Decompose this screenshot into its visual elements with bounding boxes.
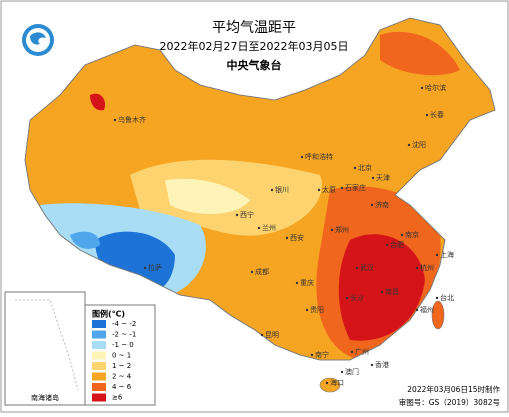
city-label: 西宁 xyxy=(240,210,254,219)
city-dot xyxy=(270,188,274,192)
legend-label: 2 ~ 4 xyxy=(112,373,132,381)
border xyxy=(24,17,496,361)
legend-label: -1 ~ 0 xyxy=(112,341,134,349)
city-label: 贵阳 xyxy=(310,305,324,314)
city-label: 合肥 xyxy=(390,240,404,249)
city-label: 长沙 xyxy=(350,293,364,302)
city-dot xyxy=(380,290,384,294)
logo xyxy=(22,24,54,56)
city-label: 郑州 xyxy=(335,226,349,234)
org: 中央气象台 xyxy=(227,58,282,72)
approval: 审图号：GS（2019）3082号 xyxy=(399,397,500,407)
city-dot xyxy=(350,350,354,354)
city-label: 沈阳 xyxy=(412,140,426,149)
made-time: 2022年03月06日15时制作 xyxy=(407,384,500,394)
city-label: 银川 xyxy=(275,185,289,194)
legend-swatch xyxy=(92,351,106,360)
city-label: 拉萨 xyxy=(148,263,162,272)
city-dot xyxy=(370,363,374,367)
city-dot xyxy=(340,186,344,190)
city-label: 香港 xyxy=(375,360,389,369)
city-label: 兰州 xyxy=(262,223,276,232)
city-label: 海口 xyxy=(330,378,344,387)
city-dot xyxy=(400,233,404,237)
city-label: 台北 xyxy=(440,293,454,302)
legend-swatch xyxy=(92,341,106,349)
city-label: 成都 xyxy=(255,267,269,276)
inset-label: 南海诸岛 xyxy=(31,393,59,402)
city-dot xyxy=(317,188,321,192)
city-label: 澳门 xyxy=(345,367,359,376)
city-dot xyxy=(143,266,147,270)
subtitle: 2022年02月27日至2022年03月05日 xyxy=(160,39,349,53)
city-dot xyxy=(355,266,359,270)
city-dot xyxy=(385,243,389,247)
city-dot xyxy=(353,166,357,170)
city-label: 济南 xyxy=(375,200,389,209)
city-dot xyxy=(425,113,429,117)
city-dot xyxy=(330,228,334,232)
legend-label: 4 ~ 6 xyxy=(112,383,132,391)
legend-label: 1 ~ 2 xyxy=(112,362,131,370)
legend-label: -4 ~ -2 xyxy=(112,320,136,328)
city-dot xyxy=(435,296,439,300)
city-dot xyxy=(257,226,261,230)
city-dot xyxy=(250,270,254,274)
city-dot xyxy=(435,253,439,257)
city-label: 广州 xyxy=(355,347,369,356)
city-dot xyxy=(415,308,419,312)
inset: 南海诸岛 xyxy=(4,291,86,406)
city-label: 呼和浩特 xyxy=(305,152,333,161)
city-dot xyxy=(407,143,411,147)
legend-swatch xyxy=(92,330,106,339)
city-dot xyxy=(340,370,344,374)
city-label: 天津 xyxy=(376,174,390,182)
city-label: 重庆 xyxy=(300,278,314,287)
city-dot xyxy=(345,296,349,300)
legend-title: 图例(℃) xyxy=(92,309,125,319)
city-dot xyxy=(325,381,329,385)
city-dot xyxy=(415,266,419,270)
city-dot xyxy=(300,155,304,159)
hainan xyxy=(319,377,341,393)
legend-swatch xyxy=(92,320,106,328)
city-label: 北京 xyxy=(358,163,372,172)
city-dot xyxy=(305,308,309,312)
city-label: 太原 xyxy=(322,185,336,194)
legend-label: 0 ~ 1 xyxy=(112,352,131,360)
taiwan xyxy=(431,300,445,330)
legend-swatch xyxy=(92,383,106,391)
legend-label: ≥6 xyxy=(112,394,123,402)
city-dot xyxy=(310,353,314,357)
city-dot xyxy=(235,213,239,217)
legend-swatch xyxy=(92,362,106,370)
city-dot xyxy=(295,281,299,285)
city-label: 南宁 xyxy=(315,350,329,359)
legend-swatch xyxy=(92,372,106,381)
city-label: 哈尔滨 xyxy=(425,83,446,92)
city-label: 西安 xyxy=(290,233,304,242)
city-label: 长春 xyxy=(430,110,444,119)
city-label: 福州 xyxy=(420,305,434,314)
city-dot xyxy=(420,86,424,90)
city-label: 南京 xyxy=(405,230,419,239)
city-dot xyxy=(260,333,264,337)
legend: 图例(℃) -4 ~ -2 -2 ~ -1 -1 ~ 0 0 ~ 1 1 ~ 2 2 ~ … xyxy=(84,304,156,406)
city-dot xyxy=(370,203,374,207)
title: 平均气温距平 xyxy=(212,20,296,36)
city-dot xyxy=(371,176,375,180)
legend-swatch xyxy=(92,393,106,402)
city-dot xyxy=(285,236,289,240)
city-dot xyxy=(113,118,117,122)
city-label: 南昌 xyxy=(385,287,399,296)
city-label: 昆明 xyxy=(265,331,279,339)
city-label: 武汉 xyxy=(360,263,374,272)
legend-label: -2 ~ -1 xyxy=(112,331,136,339)
city-label: 乌鲁木齐 xyxy=(118,115,146,124)
city-label: 石家庄 xyxy=(345,183,366,192)
city-label: 杭州 xyxy=(420,263,434,272)
city-label: 上海 xyxy=(440,250,454,259)
